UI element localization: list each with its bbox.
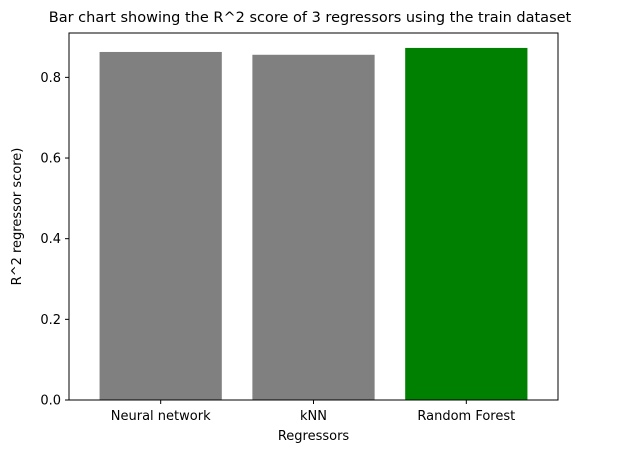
bars-group bbox=[99, 47, 528, 401]
plot-frame bbox=[68, 32, 559, 401]
chart-title: Bar chart showing the R^2 score of 3 reg… bbox=[49, 10, 572, 26]
x-tick-label: kNN bbox=[300, 409, 327, 424]
x-tick-label: Random Forest bbox=[417, 409, 515, 424]
y-tick-label: 0.0 bbox=[40, 394, 61, 409]
bar-random-forest bbox=[405, 47, 528, 401]
bar-knn bbox=[252, 54, 375, 401]
y-tick-label: 0.2 bbox=[40, 313, 61, 328]
y-tick-label: 0.4 bbox=[40, 232, 61, 247]
x-tick-label: Neural network bbox=[111, 409, 211, 424]
y-axis-label: R^2 regressor score) bbox=[10, 148, 25, 286]
x-axis: Neural network kNN Random Forest bbox=[111, 400, 515, 424]
y-tick-label: 0.6 bbox=[40, 152, 61, 167]
y-axis: 0.0 0.2 0.4 0.6 0.8 bbox=[40, 71, 69, 409]
bar-neural-network bbox=[99, 51, 222, 400]
y-tick-label: 0.8 bbox=[40, 71, 61, 86]
x-axis-label: Regressors bbox=[278, 429, 350, 444]
